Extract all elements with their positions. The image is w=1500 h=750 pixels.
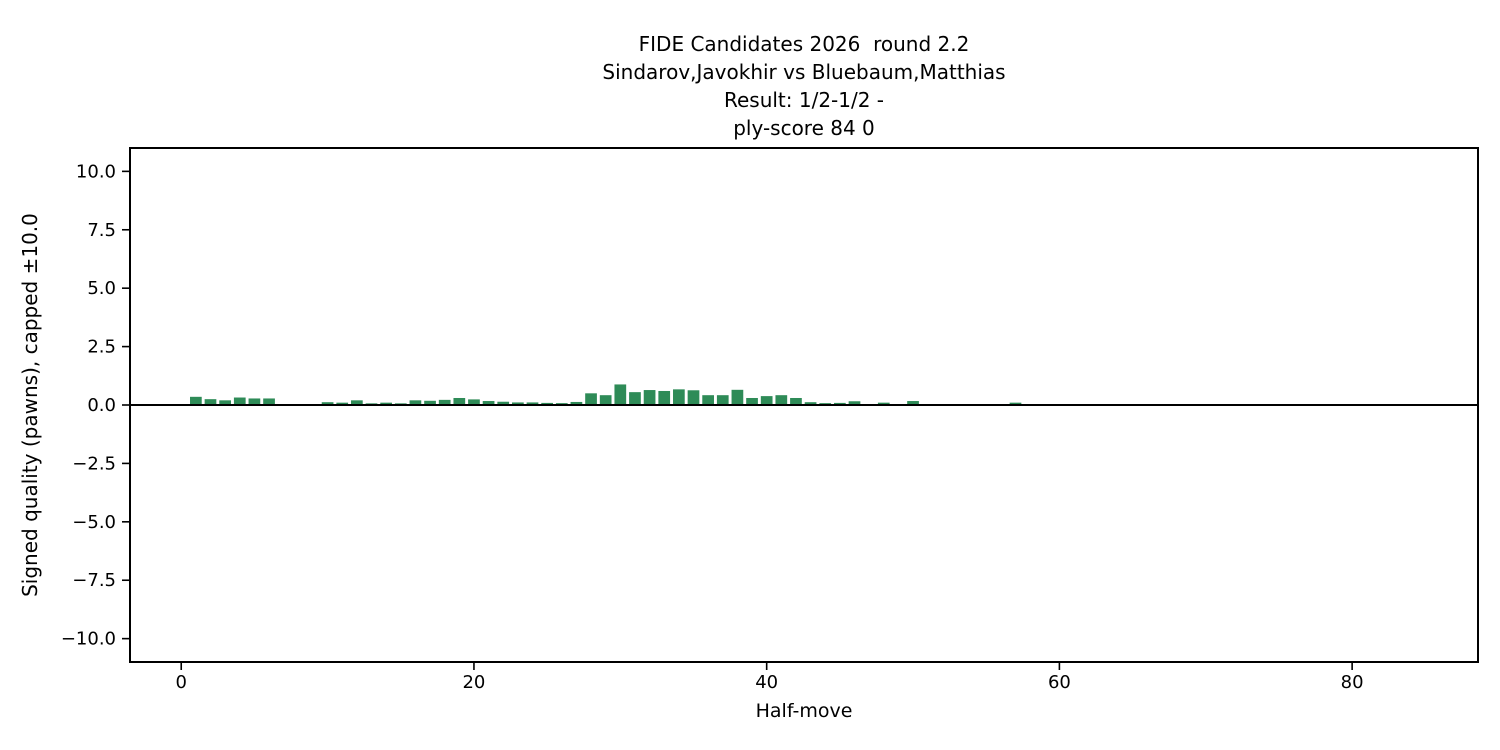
chart-title-line-1: FIDE Candidates 2026 round 2.2 bbox=[638, 32, 970, 56]
bar-halfmove-20 bbox=[468, 399, 480, 405]
bar-halfmove-39 bbox=[746, 397, 758, 405]
bar-halfmove-27 bbox=[570, 401, 583, 405]
y-tick-label-10: 10.0 bbox=[76, 161, 116, 182]
bar-halfmove-32 bbox=[643, 390, 656, 405]
y-tick-label-7.5: 7.5 bbox=[87, 220, 116, 241]
bar-halfmove-57 bbox=[1009, 402, 1022, 405]
bar-halfmove-11 bbox=[336, 402, 349, 405]
x-tick-label-40: 40 bbox=[755, 672, 778, 693]
bar-halfmove-48 bbox=[877, 402, 890, 405]
bar-halfmove-1 bbox=[190, 396, 202, 405]
bar-halfmove-21 bbox=[482, 401, 495, 405]
y-tick-label-0: 0.0 bbox=[87, 395, 116, 416]
chart-title: FIDE Candidates 2026 round 2.2 Sindarov,… bbox=[130, 30, 1478, 142]
bar-halfmove-5 bbox=[248, 398, 261, 405]
x-tick-label-0: 0 bbox=[176, 672, 187, 693]
bar-halfmove-3 bbox=[219, 400, 231, 405]
bar-halfmove-29 bbox=[599, 395, 612, 405]
chart-title-line-4: ply-score 84 0 bbox=[733, 116, 875, 140]
bar-halfmove-36 bbox=[702, 395, 714, 405]
y-tick-label--7.5: −7.5 bbox=[72, 570, 116, 591]
bar-halfmove-19 bbox=[453, 397, 466, 405]
bar-halfmove-50 bbox=[907, 401, 919, 405]
bar-halfmove-37 bbox=[716, 395, 729, 405]
x-axis-label: Half-move bbox=[755, 700, 853, 722]
bar-halfmove-34 bbox=[673, 389, 685, 405]
bar-halfmove-42 bbox=[790, 397, 802, 405]
x-tick-label-20: 20 bbox=[462, 672, 485, 693]
bar-halfmove-23 bbox=[512, 402, 524, 405]
bar-halfmove-12 bbox=[351, 400, 363, 405]
bar-halfmove-43 bbox=[804, 402, 817, 405]
bar-halfmove-28 bbox=[585, 393, 597, 405]
bar-halfmove-45 bbox=[834, 402, 846, 405]
bar-halfmove-31 bbox=[629, 392, 641, 405]
bar-halfmove-10 bbox=[321, 402, 334, 405]
bar-halfmove-6 bbox=[263, 398, 275, 405]
bar-halfmove-17 bbox=[424, 400, 436, 405]
y-tick-label-2.5: 2.5 bbox=[87, 337, 116, 358]
y-tick-label--10: −10.0 bbox=[61, 629, 116, 650]
bar-halfmove-2 bbox=[204, 399, 217, 405]
bar-halfmove-40 bbox=[760, 396, 773, 405]
bar-halfmove-41 bbox=[775, 395, 788, 405]
x-tick-label-60: 60 bbox=[1048, 672, 1071, 693]
bar-halfmove-24 bbox=[526, 402, 539, 405]
bar-halfmove-46 bbox=[848, 401, 861, 405]
bar-halfmove-33 bbox=[658, 390, 671, 405]
bar-halfmove-35 bbox=[687, 390, 700, 405]
y-tick-label--2.5: −2.5 bbox=[72, 453, 116, 474]
chart-title-line-2: Sindarov,Javokhir vs Bluebaum,Matthias bbox=[602, 60, 1006, 84]
bar-halfmove-18 bbox=[438, 399, 451, 405]
x-tick-label-80: 80 bbox=[1341, 672, 1364, 693]
bar-halfmove-4 bbox=[233, 397, 246, 405]
chart-title-line-3: Result: 1/2-1/2 - bbox=[723, 88, 885, 112]
bar-halfmove-38 bbox=[731, 389, 744, 405]
y-tick-label--5: −5.0 bbox=[72, 512, 116, 533]
y-tick-label-5: 5.0 bbox=[87, 278, 116, 299]
bar-halfmove-25 bbox=[541, 402, 553, 405]
bar-halfmove-16 bbox=[409, 400, 422, 405]
bar-halfmove-30 bbox=[614, 384, 627, 405]
bar-halfmove-14 bbox=[380, 402, 392, 405]
bar-halfmove-22 bbox=[497, 401, 510, 405]
